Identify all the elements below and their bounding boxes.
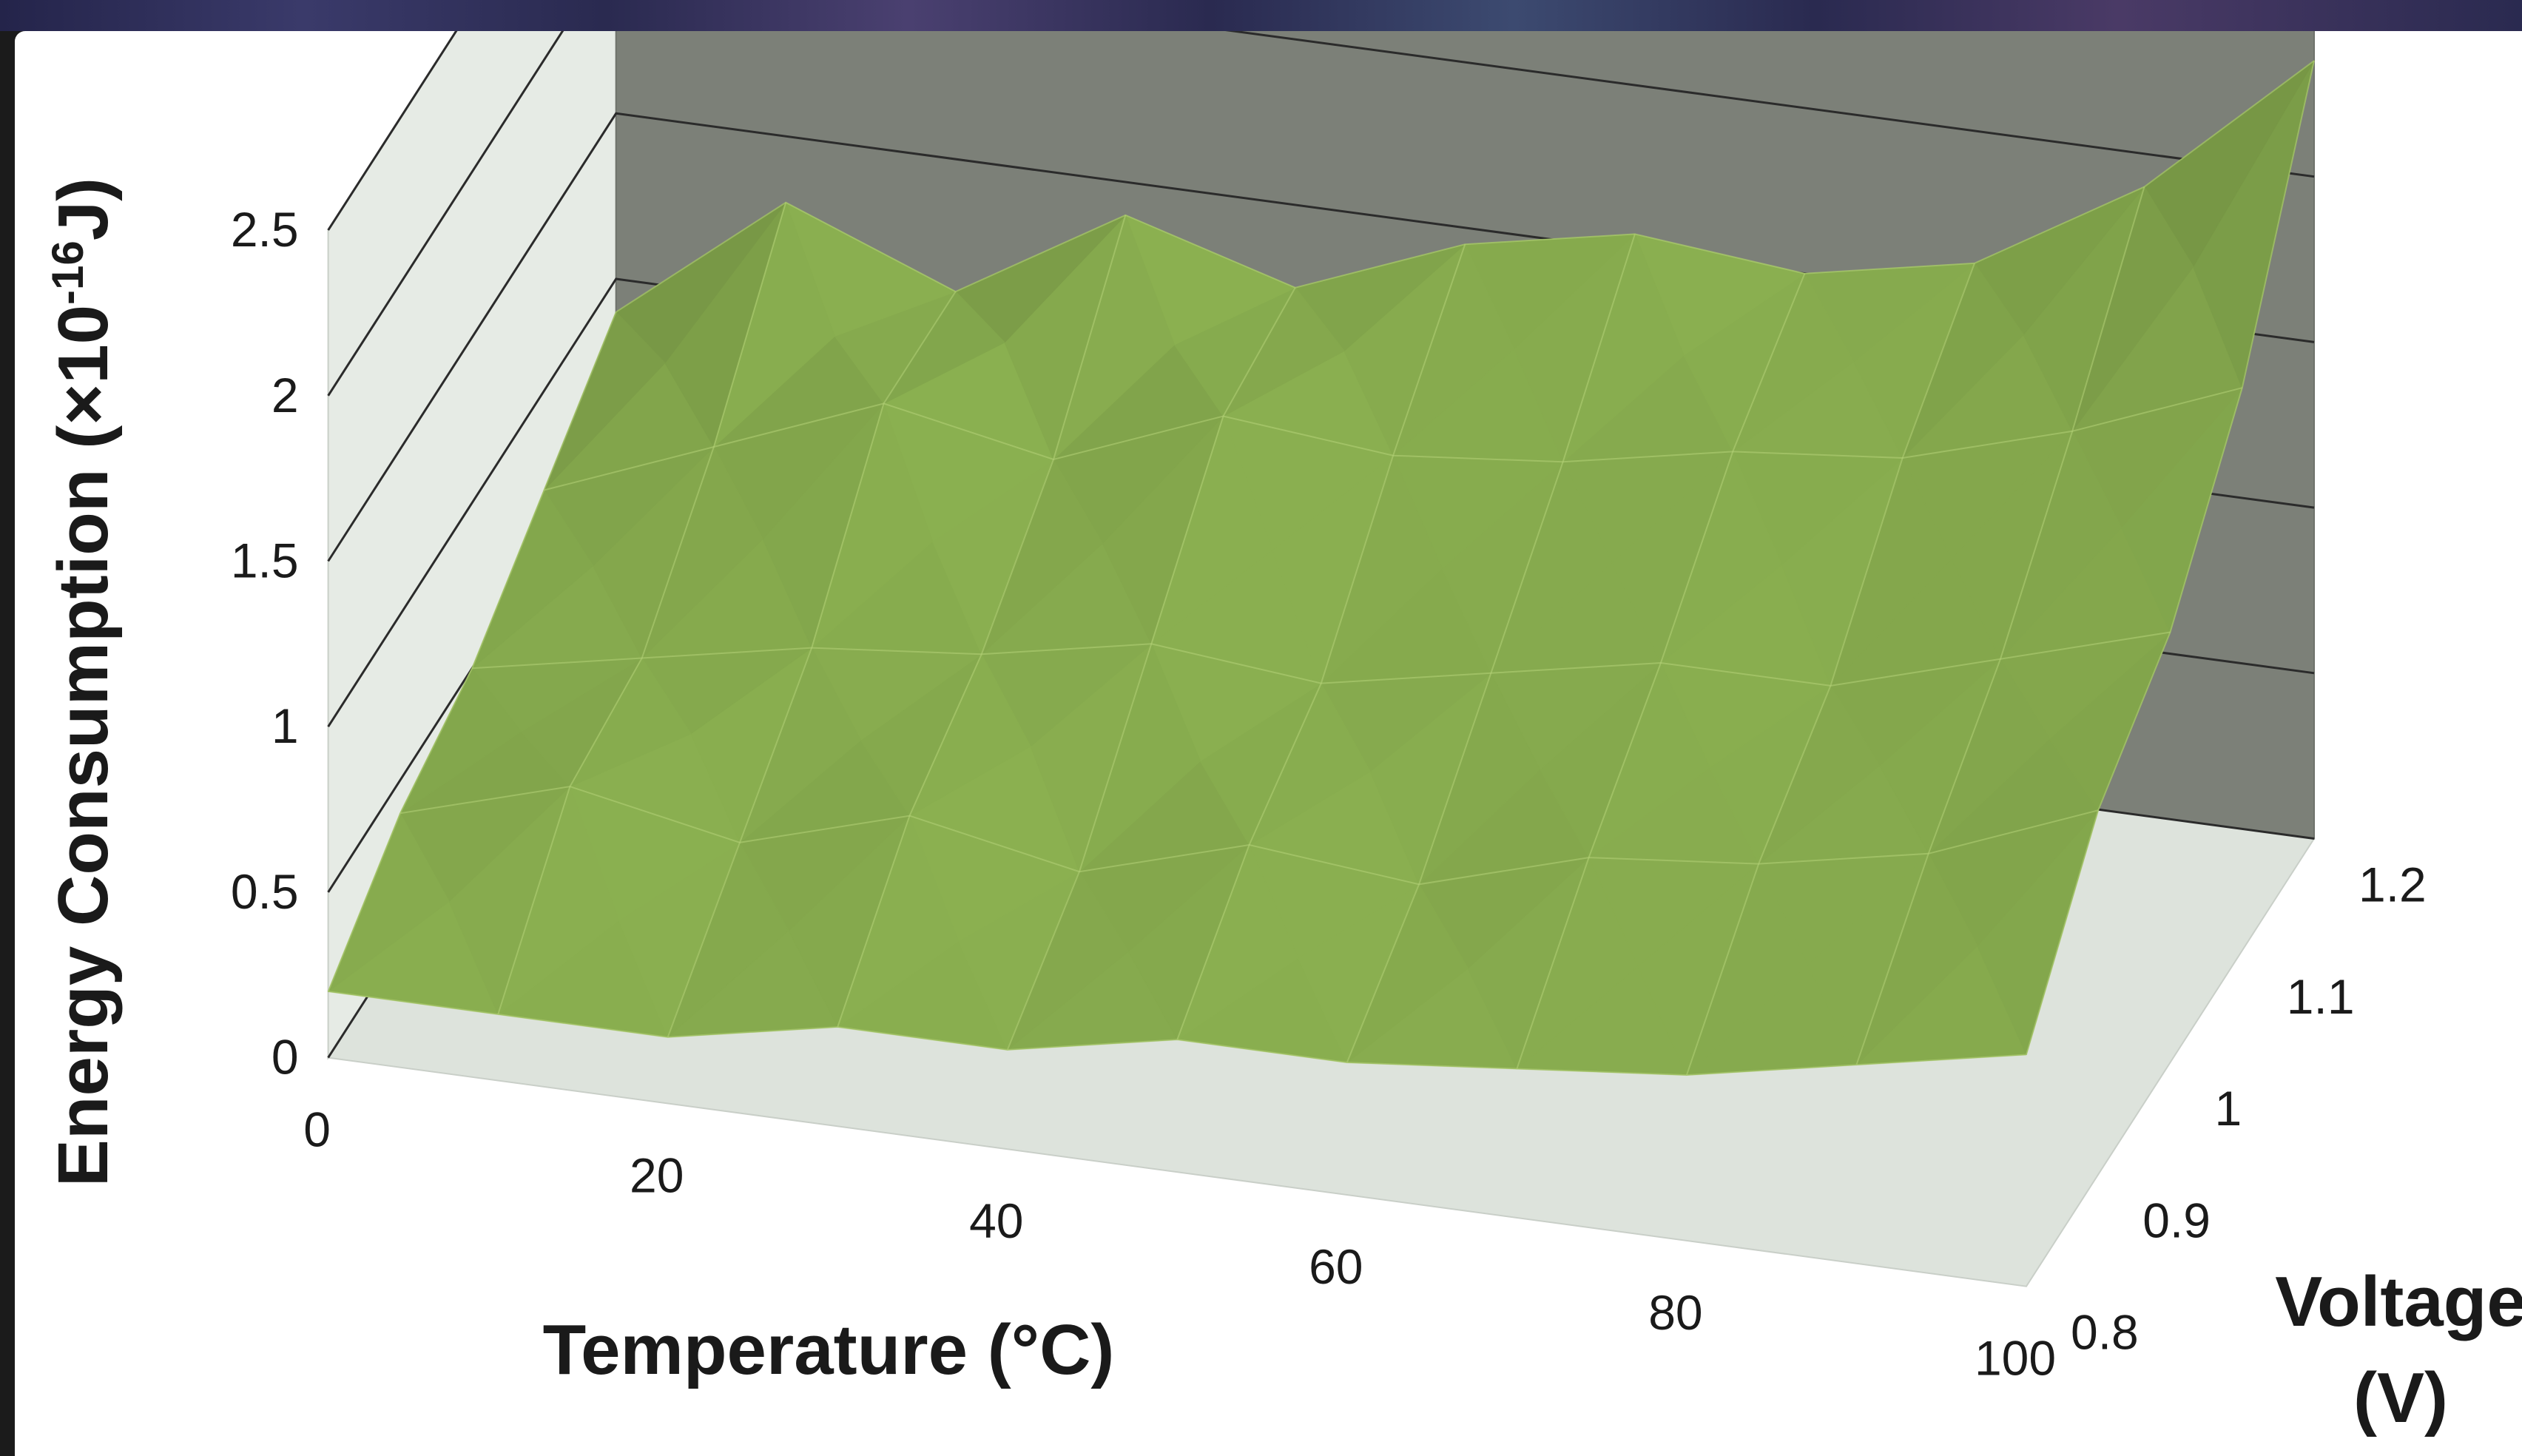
z-axis-title: Energy Consumption (×10-16J): [43, 178, 124, 1187]
surface-temperature-line: [1855, 186, 2145, 1065]
top-decorative-banner: [0, 0, 2522, 31]
y-tick-label: 1: [2215, 1081, 2242, 1136]
chart-panel: 0 0.5 1 1.5 2 2.5 0 20 40 60 80 100 0.8 0.9 1 1.1 1.2 En…: [15, 31, 2522, 1456]
z-tick-label: 0: [272, 1030, 299, 1085]
surface-mesh: [327, 60, 2315, 1076]
surface-temperature-line: [667, 291, 957, 1038]
x-tick-label: 100: [1975, 1331, 2056, 1386]
x-tick-label: 80: [1648, 1285, 1702, 1340]
surface-temperature-line: [1006, 287, 1296, 1051]
y-axis-title-line1: Voltage: [2275, 1262, 2522, 1341]
surface-temperature-line: [1346, 234, 1636, 1063]
tick-labels: 0 0.5 1 1.5 2 2.5 0 20 40 60 80 100 0.8 0.9 1 1.1 1.2: [231, 202, 2427, 1386]
surface-temperature-line: [1516, 273, 1806, 1069]
y-tick-label: 0.9: [2142, 1193, 2211, 1247]
z-tick-label: 1.5: [231, 533, 299, 588]
surface-temperature-line: [327, 311, 617, 992]
z-tick-label: 0.5: [231, 864, 299, 919]
z-tick-label: 2: [272, 368, 299, 422]
x-axis-title: Temperature (°C): [543, 1310, 1115, 1389]
z-gridline: [327, 31, 458, 231]
surface-temperature-line: [497, 202, 787, 1015]
surface-temperature-line: [1176, 243, 1466, 1040]
surface-temperature-line: [837, 215, 1127, 1028]
z-tick-label: 2.5: [231, 202, 299, 257]
x-tick-label: 40: [969, 1193, 1023, 1248]
z-gridline: [327, 31, 2315, 397]
x-tick-label: 0: [303, 1102, 331, 1157]
surface-temperature-line: [2026, 60, 2315, 1055]
surface-temperature-line: [1685, 263, 1975, 1076]
x-tick-label: 20: [630, 1147, 684, 1202]
y-axis-title-line2: (V): [2353, 1358, 2448, 1438]
x-tick-label: 60: [1309, 1239, 1363, 1294]
y-tick-label: 1.1: [2287, 969, 2355, 1024]
y-tick-label: 1.2: [2359, 857, 2427, 912]
z-tick-label: 1: [272, 698, 299, 753]
surface-chart: 0 0.5 1 1.5 2 2.5 0 20 40 60 80 100 0.8 0.9 1 1.1 1.2 En…: [43, 31, 2522, 1438]
y-tick-label: 0.8: [2071, 1305, 2139, 1360]
